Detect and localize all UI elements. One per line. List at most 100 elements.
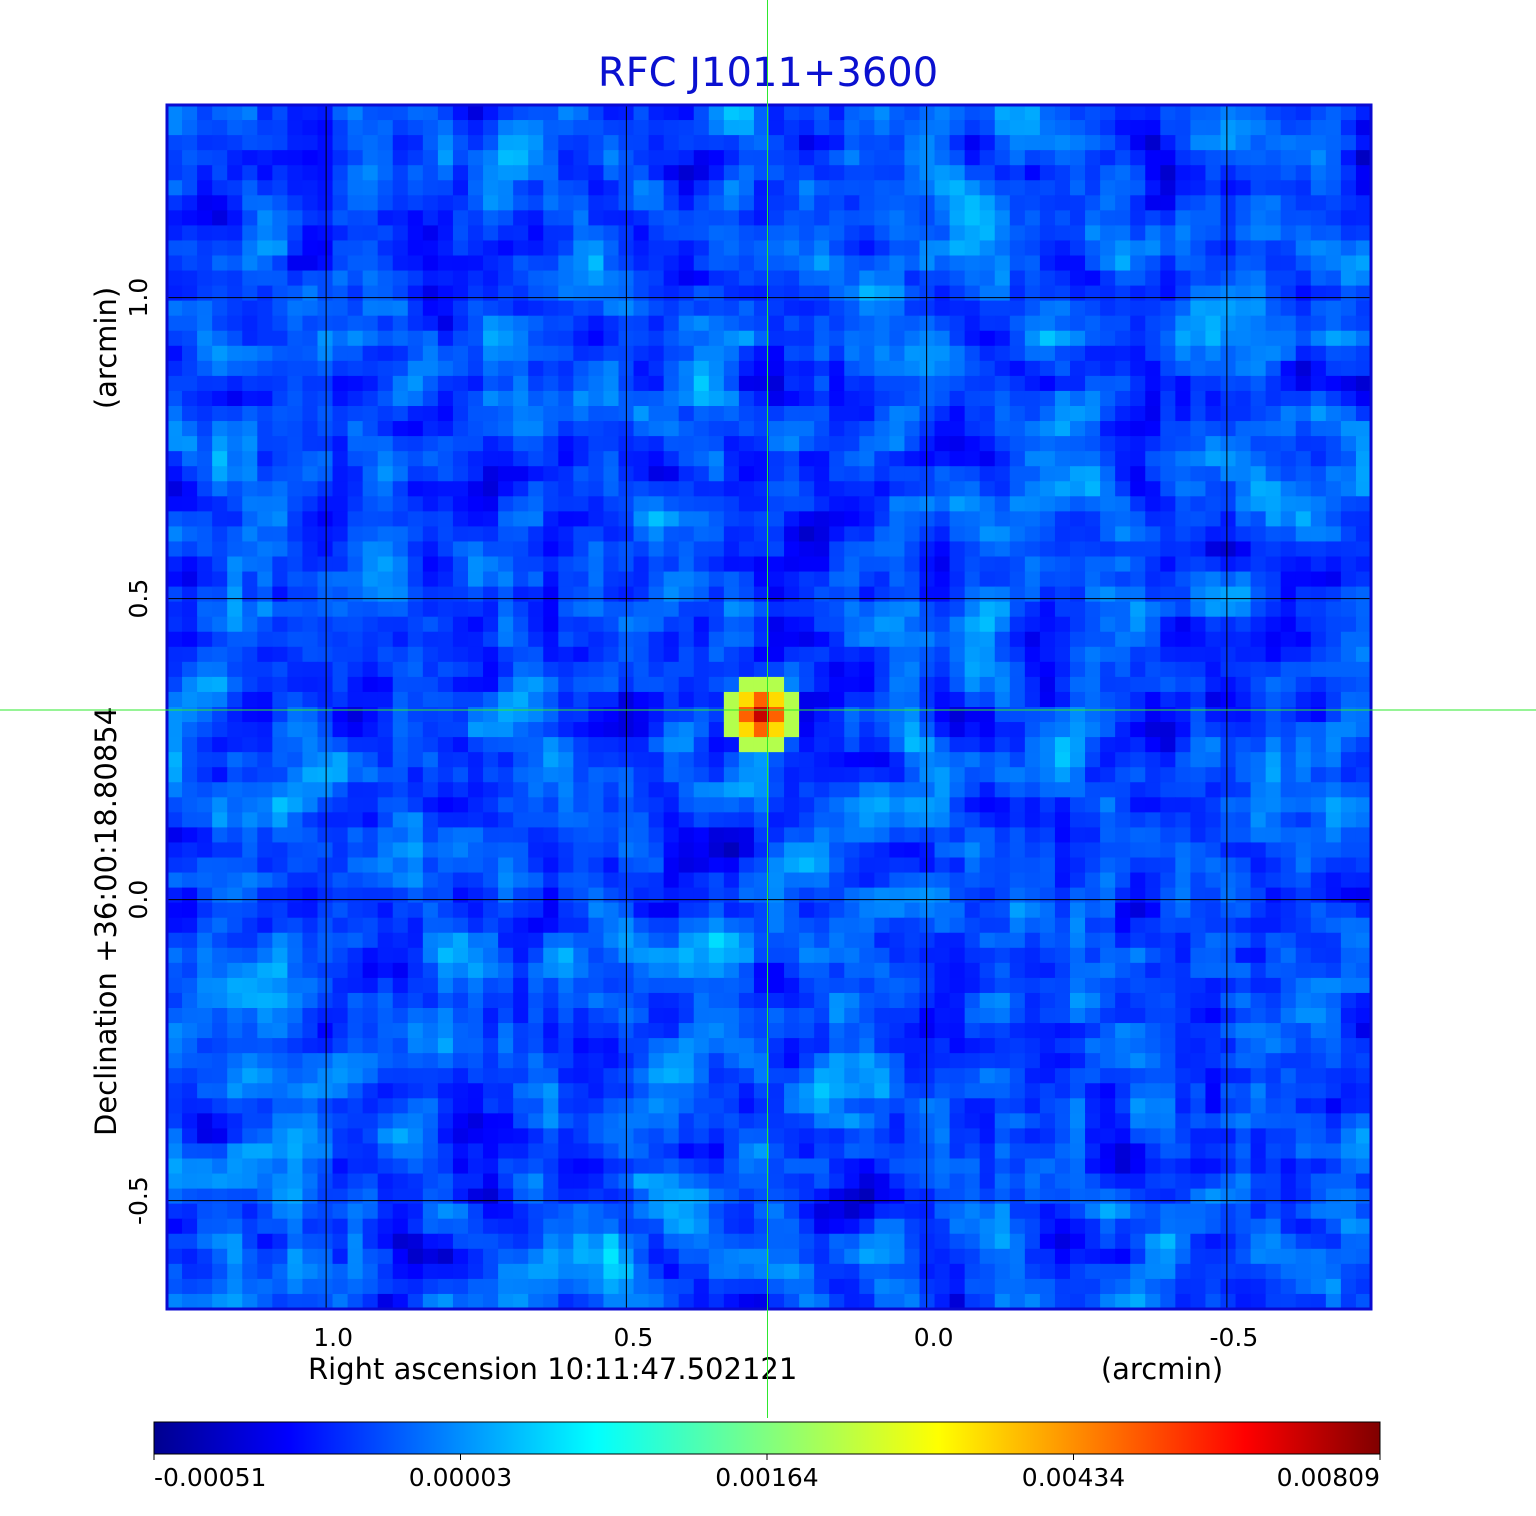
heatmap-cell [513,601,529,618]
heatmap-cell [212,992,228,1009]
heatmap-cell [1235,707,1252,723]
heatmap-cell [242,255,258,272]
heatmap-cell [949,691,966,708]
heatmap-cell [979,526,996,543]
heatmap-cell [1100,857,1116,874]
heatmap-cell [573,812,589,828]
heatmap-cell [829,616,845,633]
heatmap-cell [212,225,228,242]
heatmap-cell [874,466,890,482]
heatmap-cell [1009,270,1026,287]
heatmap-cell [693,511,710,527]
heatmap-cell [227,797,243,813]
heatmap-cell [317,225,334,242]
heatmap-cell [1175,345,1191,362]
heatmap-cell [392,947,409,964]
heatmap-cell [468,857,484,874]
heatmap-cell [377,616,394,633]
heatmap-cell [392,436,409,452]
heatmap-cell [347,842,364,859]
heatmap-cell [1250,797,1267,813]
heatmap-cell [814,752,830,768]
heatmap-cell [588,240,605,257]
heatmap-cell [452,707,469,723]
heatmap-cell [1070,375,1086,392]
heatmap-cell [964,887,981,904]
heatmap-cell [1310,947,1327,964]
heatmap-cell [738,285,755,302]
heatmap-cell [1009,676,1026,693]
heatmap-cell [859,586,875,603]
heatmap-cell [302,691,319,708]
heatmap-cell [528,782,544,798]
heatmap-cell [1190,375,1207,392]
heatmap-cell [678,195,695,211]
heatmap-cell [257,466,273,482]
heatmap-cell [1205,812,1222,828]
heatmap-cell [844,541,860,558]
heatmap-cell [1205,556,1222,573]
heatmap-cell [1070,255,1086,272]
heatmap-cell [167,556,183,573]
heatmap-cell [1039,601,1056,618]
heatmap-cell [1250,586,1267,603]
heatmap-cell [979,285,996,302]
heatmap-cell [407,977,424,994]
heatmap-cell [483,375,499,392]
heatmap-cell [1235,315,1252,332]
heatmap-cell [287,390,304,407]
heatmap-cell [1265,421,1282,437]
heatmap-cell [197,631,213,648]
heatmap-cell [708,406,725,422]
heatmap-cell [513,691,529,708]
heatmap-cell [889,120,906,136]
heatmap-cell [994,345,1011,362]
heatmap-cell [1205,150,1222,166]
heatmap-cell [452,406,469,422]
heatmap-cell [1054,556,1071,573]
heatmap-cell [377,947,394,964]
heatmap-cell [979,571,996,588]
heatmap-cell [648,902,665,919]
heatmap-cell [347,812,364,828]
heatmap-cell [498,737,514,753]
heatmap-cell [693,451,710,467]
heatmap-cell [814,616,830,633]
heatmap-cell [904,902,921,919]
heatmap-cell [949,827,966,844]
heatmap-cell [1130,827,1146,844]
heatmap-cell [859,992,875,1009]
heatmap-cell [1160,330,1176,347]
heatmap-cell [844,285,860,302]
heatmap-cell [468,812,484,828]
heatmap-cell [633,406,650,422]
heatmap-cell [1160,436,1176,452]
heatmap-cell [1160,752,1176,768]
heatmap-cell [392,737,409,753]
heatmap-cell [1205,526,1222,543]
heatmap-cell [528,872,544,889]
heatmap-cell [708,616,725,633]
heatmap-cell [1325,812,1342,828]
heatmap-cell [784,315,800,332]
heatmap-cell [407,767,424,783]
heatmap-cell [814,631,830,648]
heatmap-cell [663,135,680,151]
heatmap-cell [1130,436,1146,452]
heatmap-cell [513,992,529,1009]
heatmap-cell [468,1038,484,1054]
heatmap-cell [588,992,605,1009]
heatmap-cell [452,210,469,226]
heatmap-cell [799,977,815,994]
heatmap-cell [257,737,273,753]
heatmap-cell [257,842,273,859]
heatmap-cell [1265,315,1282,332]
heatmap-cell [994,390,1011,407]
heatmap-cell [287,962,304,979]
heatmap-cell [949,902,966,919]
heatmap-cell [287,1038,304,1054]
heatmap-cell [377,225,394,242]
heatmap-cell [859,390,875,407]
heatmap-cell [633,1008,650,1024]
heatmap-cell [167,360,183,377]
